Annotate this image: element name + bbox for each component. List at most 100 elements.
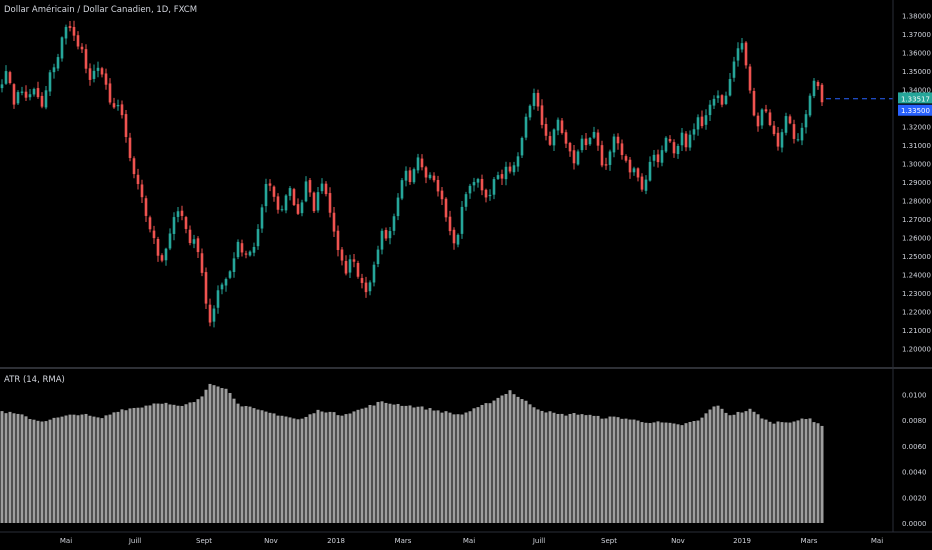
candle xyxy=(88,63,92,86)
candle xyxy=(436,175,440,197)
candle xyxy=(256,224,260,250)
candle xyxy=(340,246,344,266)
atr-bar xyxy=(188,402,192,523)
atr-bar xyxy=(120,409,124,523)
candle xyxy=(228,270,232,280)
candle xyxy=(740,38,744,53)
candle xyxy=(604,157,608,170)
atr-bar xyxy=(52,417,56,523)
candle xyxy=(488,189,492,201)
atr-bar xyxy=(740,412,744,523)
atr-bar xyxy=(284,416,288,523)
price-tick-label: 1.26000 xyxy=(902,235,931,243)
candle-body xyxy=(276,196,280,210)
candle-body xyxy=(68,26,72,28)
atr-bar xyxy=(368,404,372,523)
candle xyxy=(816,80,820,90)
candle-body xyxy=(240,243,244,253)
candle xyxy=(692,123,696,141)
price-tick-label: 1.20000 xyxy=(902,346,931,354)
candle xyxy=(376,245,380,268)
candle xyxy=(128,132,132,162)
candle-body xyxy=(164,248,168,261)
price-pane[interactable] xyxy=(0,20,893,328)
candle xyxy=(520,136,524,159)
candle-body xyxy=(24,91,28,98)
candle-body xyxy=(584,138,588,146)
atr-bar xyxy=(756,414,760,523)
atr-bar xyxy=(144,405,148,523)
price-tick-label: 1.35000 xyxy=(902,68,931,76)
candle-body xyxy=(556,119,560,131)
atr-bar xyxy=(240,406,244,523)
atr-bar xyxy=(700,417,704,523)
price-tick-label: 1.38000 xyxy=(902,12,931,20)
candle-body xyxy=(700,116,704,127)
atr-bar xyxy=(552,412,556,523)
candle-body xyxy=(500,174,504,179)
candle-body xyxy=(288,188,292,196)
candle-body xyxy=(520,137,524,156)
candle xyxy=(396,193,400,221)
candle-body xyxy=(176,211,180,217)
candle-body xyxy=(688,134,692,148)
price-tick-label: 1.36000 xyxy=(902,49,931,57)
candle-body xyxy=(740,43,744,50)
atr-bar xyxy=(92,416,96,523)
candle xyxy=(108,78,112,105)
candle-body xyxy=(552,129,556,146)
candle xyxy=(524,113,528,141)
time-tick-label: 2018 xyxy=(327,537,345,545)
price-tick-label: 1.28000 xyxy=(902,198,931,206)
candle-body xyxy=(644,179,648,191)
atr-bar xyxy=(44,421,48,523)
candle-body xyxy=(416,157,420,171)
candle xyxy=(620,139,624,160)
candle-body xyxy=(548,136,552,145)
candle xyxy=(484,188,488,203)
candle xyxy=(504,161,508,186)
candle-body xyxy=(340,249,344,261)
atr-pane[interactable] xyxy=(0,383,824,523)
candle-body xyxy=(304,181,308,202)
candle xyxy=(416,153,420,174)
candle xyxy=(116,99,120,111)
atr-bar xyxy=(132,407,136,523)
atr-bar xyxy=(504,393,508,523)
candle-body xyxy=(4,71,8,84)
atr-tick-label: 0.0060 xyxy=(902,443,927,451)
candle xyxy=(196,236,200,258)
candle-body xyxy=(136,174,140,185)
atr-bar xyxy=(624,418,628,523)
candle xyxy=(508,162,512,174)
candle xyxy=(716,90,720,103)
candle-body xyxy=(236,241,240,258)
atr-tick-label: 0.0020 xyxy=(902,494,927,502)
candle-body xyxy=(680,132,684,146)
atr-bar xyxy=(628,419,632,523)
candle-body xyxy=(816,82,820,87)
candle xyxy=(600,140,604,168)
atr-bar xyxy=(524,400,528,523)
candle xyxy=(648,156,652,182)
candle-body xyxy=(724,95,728,104)
last-price-label: 1.33517 xyxy=(901,95,930,103)
candle xyxy=(492,176,496,200)
price-tick-label: 1.37000 xyxy=(902,31,931,39)
candle-body xyxy=(204,272,208,304)
candle xyxy=(584,133,588,150)
atr-bar xyxy=(760,418,764,523)
candle-body xyxy=(200,253,204,273)
candle-body xyxy=(48,72,52,92)
candle-body xyxy=(768,112,772,126)
candle-body xyxy=(44,90,48,108)
candle-body xyxy=(676,145,680,155)
candle xyxy=(560,118,564,135)
candle-body xyxy=(232,258,236,272)
candle-body xyxy=(280,209,284,211)
candle-body xyxy=(356,263,360,277)
candle xyxy=(280,205,284,212)
line-price-badge xyxy=(898,104,932,116)
candle-body xyxy=(732,61,736,78)
